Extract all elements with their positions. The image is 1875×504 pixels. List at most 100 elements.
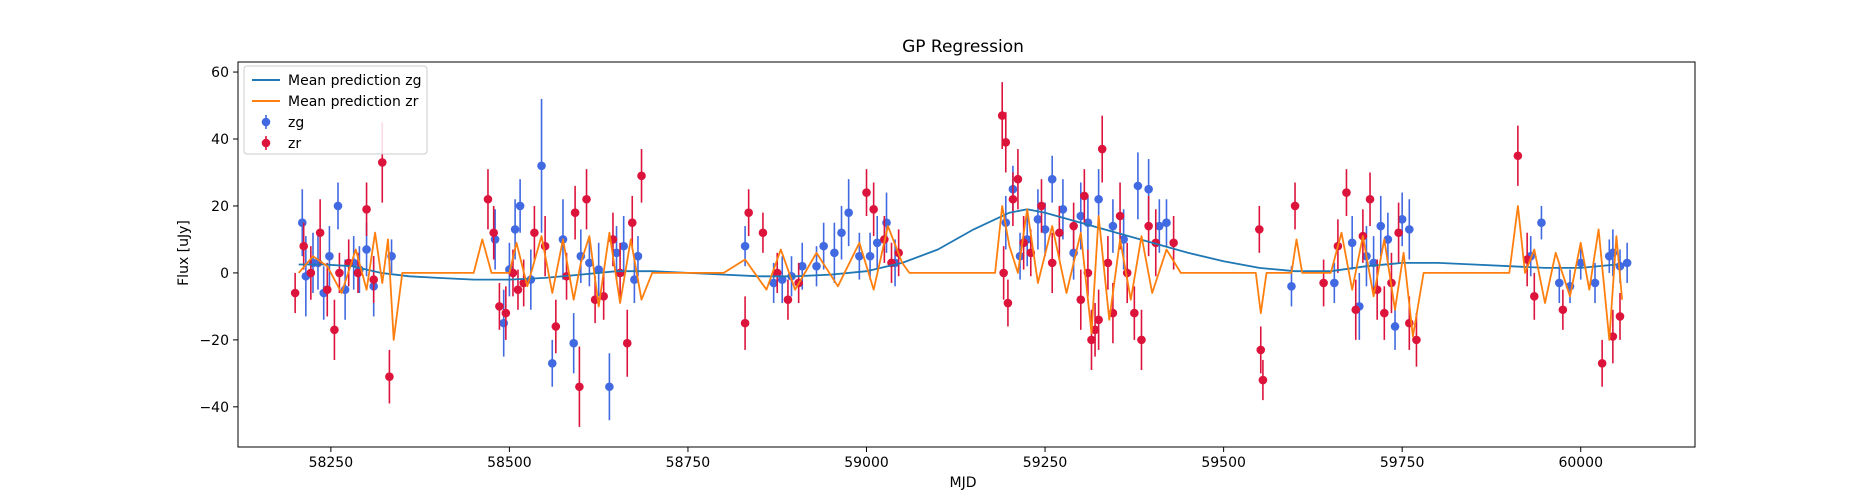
point-zg [510,225,520,234]
point-zr [369,275,379,284]
point-zr [501,308,511,318]
point-zg [1287,282,1296,291]
x-tick-label: 60000 [1558,455,1603,471]
point-zr [1090,325,1100,335]
point-zg [740,241,750,251]
point-zr [1608,332,1618,341]
point-zr [740,318,750,328]
point-zr [306,268,316,278]
point-zr [1615,312,1625,321]
point-zg [1162,218,1171,227]
point-zr [1080,191,1089,201]
point-zg [830,248,839,258]
point-zr [869,205,878,214]
point-zr [575,382,584,392]
point-zr [330,325,339,335]
legend-box [243,65,428,155]
point-zr [615,268,625,278]
point-zg [882,218,891,227]
point-zr [1001,138,1011,147]
point-zr [1258,375,1268,385]
point-zr [1351,305,1361,315]
point-zg [1397,215,1407,224]
point-zg [844,208,853,217]
point-zr [1412,335,1421,345]
point-zr [322,285,332,294]
point-zr [637,171,646,181]
point-zg [325,251,334,261]
point-zg [819,241,828,251]
point-zr [862,188,871,197]
point-zr [1255,225,1264,234]
point-zr [1094,315,1103,325]
point-zg [1033,215,1043,224]
legend-swatch-marker [261,117,271,127]
point-zg [812,261,821,271]
mean-line-zg [298,208,1617,281]
point-zr [1103,258,1113,268]
point-zr [377,158,387,167]
legend-label: Mean prediction zr [288,94,419,110]
x-tick-label: 59000 [844,455,889,471]
point-zr [1115,211,1125,221]
y-tick-label: 0 [220,266,229,282]
point-zr [599,292,608,301]
point-zr [1137,335,1146,345]
point-zr [1144,221,1153,231]
x-tick-label: 59750 [1380,455,1425,471]
point-zg [1554,278,1564,288]
x-axis-label: MJD [950,475,977,491]
point-zg [362,245,371,254]
point-zr [1013,174,1023,184]
point-zr [1097,144,1107,154]
point-zr [1394,228,1403,238]
point-zg [769,278,778,288]
point-zg [1383,235,1393,244]
plot-frame [237,61,1696,448]
point-zr [495,302,504,311]
x-tick-label: 58500 [487,455,532,471]
point-zr [1076,295,1086,304]
plot-layer [290,82,1632,427]
point-zr [1558,305,1568,315]
point-zg [569,338,578,348]
y-axis-label: Flux [uJy] [176,220,192,286]
point-zg [297,218,307,227]
point-zg [855,251,864,261]
series-zg [297,98,1632,421]
y-tick-label: 60 [211,65,229,81]
point-zg [515,201,525,211]
point-zr [483,194,493,204]
point-zr [1597,359,1607,368]
point-zg [1076,211,1086,221]
point-zr [1069,221,1078,231]
point-zr [627,218,637,227]
point-zg [630,275,639,284]
point-zr [1003,298,1013,308]
x-tick-label: 59500 [1201,455,1246,471]
point-zr [335,268,344,278]
point-zr [353,268,363,278]
point-zr [299,241,309,251]
point-zg [333,201,343,211]
x-tick-label: 58250 [309,455,354,471]
point-zr [570,208,580,217]
point-zg [1537,218,1546,227]
point-zg [1390,322,1400,331]
point-zg [1058,205,1068,214]
point-zr [772,268,782,278]
point-zr [582,194,591,204]
legend: Mean prediction zg Mean prediction zr zg zr [243,65,428,155]
point-zg [872,238,882,248]
point-zg [865,251,875,261]
point-zr [1130,308,1139,318]
point-zg [594,265,603,274]
point-zr [758,228,768,238]
point-zg [1047,174,1057,184]
point-zr [290,288,300,298]
point-zr [362,205,371,214]
point-zg [1347,238,1357,248]
point-zr [513,285,523,294]
point-zr [1087,335,1096,345]
point-zr [1055,228,1064,238]
